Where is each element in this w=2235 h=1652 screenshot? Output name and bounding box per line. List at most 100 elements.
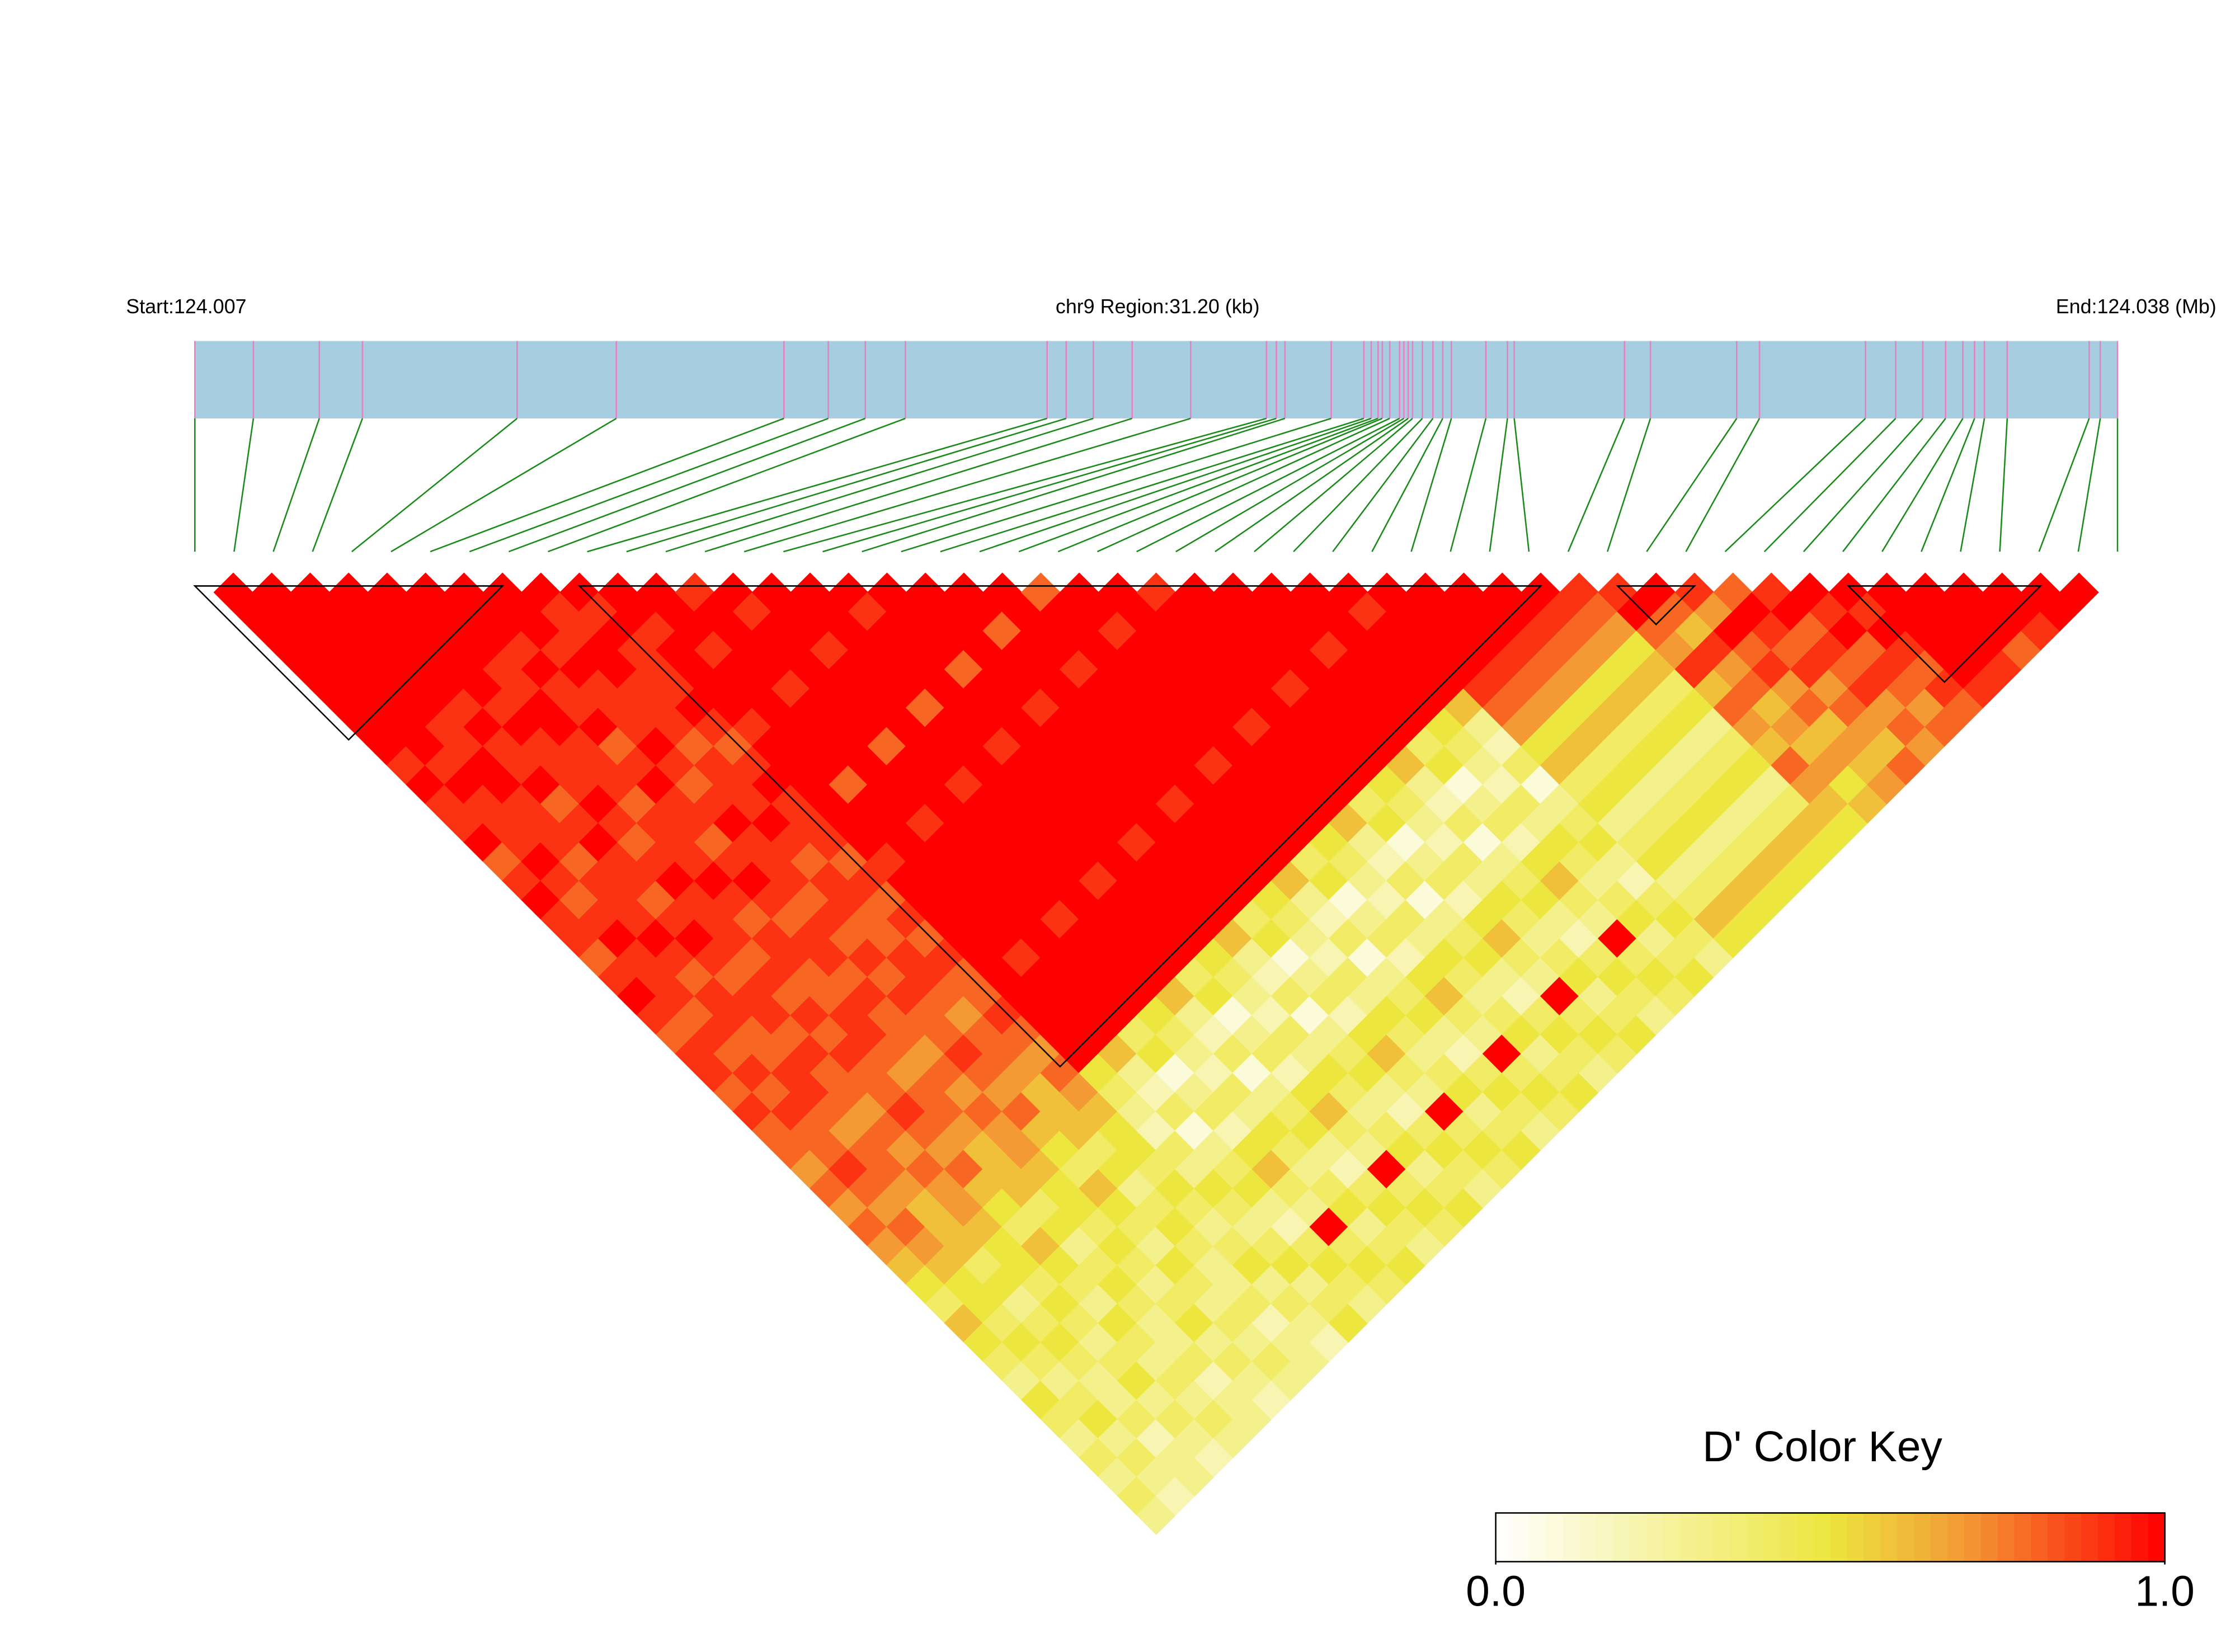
snp-connector	[2077, 418, 2101, 552]
colorbar-border	[1495, 1512, 2166, 1562]
colorbar-step	[1713, 1513, 1731, 1562]
snp-connector	[1921, 418, 1975, 552]
ld-block-outline	[1616, 585, 1697, 625]
colorbar-step	[1646, 1513, 1664, 1562]
snp-connector	[1685, 418, 1761, 552]
snp-connector	[1842, 418, 1946, 552]
snp-connector	[1175, 417, 1405, 553]
colorbar-step	[1679, 1513, 1697, 1562]
colorbar-step	[1897, 1513, 1915, 1562]
ld-block-outline	[577, 585, 1543, 1068]
colorbar-step	[1546, 1513, 1564, 1562]
colorbar-step	[1763, 1513, 1781, 1562]
colorbar-step	[2014, 1513, 2032, 1562]
snp-connector	[940, 417, 1364, 553]
snp-connector	[1450, 418, 1487, 552]
snp-connector	[469, 417, 829, 553]
colorbar-step	[2097, 1513, 2116, 1562]
colorbar-step	[1864, 1513, 1881, 1562]
colorbar-step	[2114, 1513, 2132, 1562]
ld-cell	[2059, 572, 2099, 613]
snp-connector	[351, 417, 518, 553]
colorbar-step	[1495, 1513, 1513, 1562]
colorbar-step	[1947, 1513, 1965, 1562]
colorbar-step	[1813, 1513, 1831, 1562]
snp-connector	[272, 418, 320, 552]
end-label: End:124.038 (Mb)	[2056, 295, 2217, 318]
ld-block-outline	[1846, 585, 2043, 684]
snp-connector	[1763, 418, 1897, 552]
start-label: Start:124.007	[126, 295, 246, 318]
colorbar-step	[1964, 1513, 1982, 1562]
snp-connector	[783, 417, 1267, 553]
snp-connector	[862, 417, 1286, 553]
colorbar-step	[1997, 1513, 2015, 1562]
ld-block-outline	[193, 585, 505, 741]
colorbar-step	[1596, 1513, 1614, 1562]
colorbar-step	[1663, 1513, 1681, 1562]
snp-connector	[1960, 418, 1985, 552]
snp-connector	[312, 418, 364, 552]
region-label: chr9 Region:31.20 (kb)	[1056, 295, 1260, 318]
snp-connector	[1724, 417, 1866, 553]
colorbar-step	[1629, 1513, 1647, 1562]
snp-connector	[626, 417, 1067, 553]
snp-connector	[508, 417, 866, 553]
snp-connector	[1646, 418, 1738, 552]
colorbar-tick-label: 1.0	[2135, 1568, 2195, 1616]
colorbar-step	[1730, 1513, 1748, 1562]
colorbar-step	[1796, 1513, 1814, 1562]
colorbar-step	[1830, 1513, 1848, 1562]
snp-connector	[430, 417, 784, 553]
snp-connector	[1254, 417, 1413, 553]
snp-connector	[1410, 418, 1452, 552]
colorbar-step	[2131, 1513, 2149, 1562]
snp-connector	[2038, 418, 2090, 552]
snp-connector	[1215, 417, 1409, 553]
colorbar-step	[1930, 1513, 1949, 1562]
colorbar-step	[1612, 1513, 1631, 1562]
snp-connector	[901, 417, 1331, 553]
colorbar-step	[2031, 1513, 2049, 1562]
colorbar-step	[2048, 1513, 2065, 1562]
snp-connector	[1057, 417, 1383, 553]
snp-connector	[1489, 418, 1508, 552]
snp-connector	[1803, 418, 1923, 552]
genome-track	[195, 341, 2118, 418]
colorbar-step	[1696, 1513, 1714, 1562]
colorbar-step	[1980, 1513, 1998, 1562]
snp-connector	[822, 417, 1277, 553]
snp-connector	[1999, 418, 2008, 552]
snp-connector	[1881, 418, 1964, 552]
snp-connector	[1607, 418, 1651, 552]
colorbar-step	[1847, 1513, 1865, 1562]
snp-connector	[587, 417, 1048, 553]
snp-connector	[233, 418, 255, 552]
snp-connector	[744, 417, 1191, 553]
colorbar-step	[2064, 1513, 2082, 1562]
colorbar-step	[1747, 1513, 1765, 1562]
snp-connector	[665, 417, 1094, 553]
snp-connector	[1097, 417, 1390, 553]
snp-connector	[1136, 417, 1400, 553]
colorbar-step	[1579, 1513, 1597, 1562]
colorbar-step	[2148, 1513, 2166, 1562]
snp-connector	[1371, 418, 1443, 552]
colorbar-step	[1880, 1513, 1898, 1562]
snp-connector	[979, 417, 1372, 553]
snp-connector	[548, 417, 906, 553]
snp-connector	[1018, 417, 1378, 553]
snp-connector	[704, 417, 1133, 553]
snp-connector	[1332, 418, 1434, 552]
colorbar-title: D' Color Key	[1702, 1423, 1942, 1471]
colorbar-step	[1512, 1513, 1530, 1562]
colorbar-step	[1529, 1513, 1547, 1562]
colorbar-step	[1780, 1513, 1798, 1562]
colorbar-step	[1914, 1513, 1932, 1562]
snp-connector	[1567, 418, 1625, 552]
colorbar-step	[2081, 1513, 2099, 1562]
snp-connector	[1293, 418, 1423, 552]
colorbar-step	[1563, 1513, 1580, 1562]
